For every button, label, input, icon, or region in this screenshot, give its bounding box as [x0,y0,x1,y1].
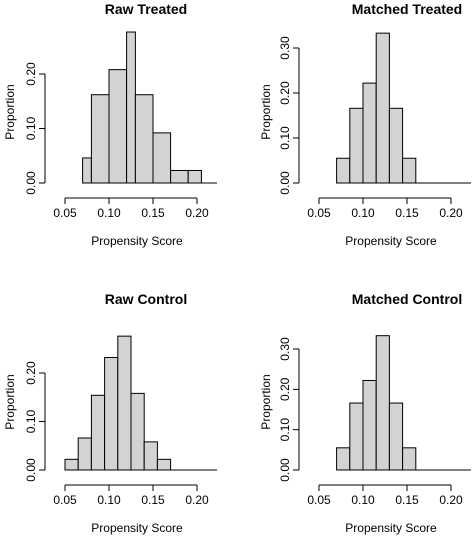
histogram-bar [77,437,92,471]
x-axis-label: Propensity Score [345,521,437,535]
y-tick-label: 0.10 [24,116,38,140]
y-axis-label: Proportion [3,84,17,139]
x-tick-label: 0.20 [185,493,209,507]
x-tick-label: 0.20 [185,206,209,220]
y-tick-label: 0.00 [24,171,38,195]
y-tick-label: 0.20 [24,62,38,86]
x-tick-label: 0.15 [395,493,419,507]
y-axis-label: Proportion [259,374,273,429]
histogram-bar [143,441,158,471]
panel-title: Raw Treated [105,1,187,17]
histogram-bar [336,157,351,184]
x-axis-label: Propensity Score [345,234,437,248]
y-tick-label: 0.20 [24,361,38,385]
histogram-bar [388,402,404,471]
histogram-bar [90,94,110,184]
y-tick-label: 0.20 [278,81,292,105]
x-tick-label: 0.05 [53,493,77,507]
x-tick-label: 0.15 [141,493,165,507]
x-tick-label: 0.05 [53,206,77,220]
y-tick-label: 0.10 [24,409,38,433]
y-tick-label: 0.10 [278,418,292,442]
y-axis-label: Proportion [259,84,273,139]
histogram-bar [82,157,92,184]
histogram-bar [130,392,145,471]
panel-title: Matched Control [352,291,462,307]
histogram-bar [152,132,172,184]
histogram-bar [388,107,404,184]
y-tick-label: 0.10 [278,126,292,150]
x-tick-label: 0.10 [351,493,375,507]
x-tick-label: 0.05 [307,206,331,220]
x-tick-label: 0.20 [439,206,463,220]
histogram-bar [349,107,364,184]
histogram-bar [375,32,390,184]
y-tick-label: 0.30 [278,36,292,60]
y-tick-label: 0.30 [278,337,292,361]
histogram-bar [402,447,417,471]
histogram-bar [117,335,132,471]
panel-title: Raw Control [105,291,187,307]
histogram-bar [362,82,377,184]
y-tick-label: 0.00 [278,458,292,482]
x-tick-label: 0.05 [307,493,331,507]
histogram-bar [170,169,189,184]
histogram-bar [104,356,119,471]
histogram-bar [336,447,351,471]
x-tick-label: 0.10 [97,493,121,507]
x-tick-label: 0.15 [395,206,419,220]
histogram-bar [64,458,79,471]
y-tick-label: 0.20 [278,377,292,401]
histogram-bar [349,402,364,471]
histogram-bar [187,169,202,184]
histogram-bar [156,458,172,471]
panel-title: Matched Treated [352,1,462,17]
histogram-bar [375,335,390,471]
histogram-bar [362,379,377,471]
x-tick-label: 0.10 [351,206,375,220]
histogram-bar [134,94,154,184]
histogram-bar [126,31,136,184]
x-axis-label: Propensity Score [91,234,183,248]
y-tick-label: 0.00 [24,458,38,482]
histogram-bar [108,69,128,184]
x-axis-label: Propensity Score [91,521,183,535]
histogram-bar [90,394,106,471]
x-tick-label: 0.15 [141,206,165,220]
y-axis-label: Proportion [3,374,17,429]
histogram-bar [402,157,417,184]
x-tick-label: 0.20 [439,493,463,507]
y-tick-label: 0.00 [278,171,292,195]
x-tick-label: 0.10 [97,206,121,220]
